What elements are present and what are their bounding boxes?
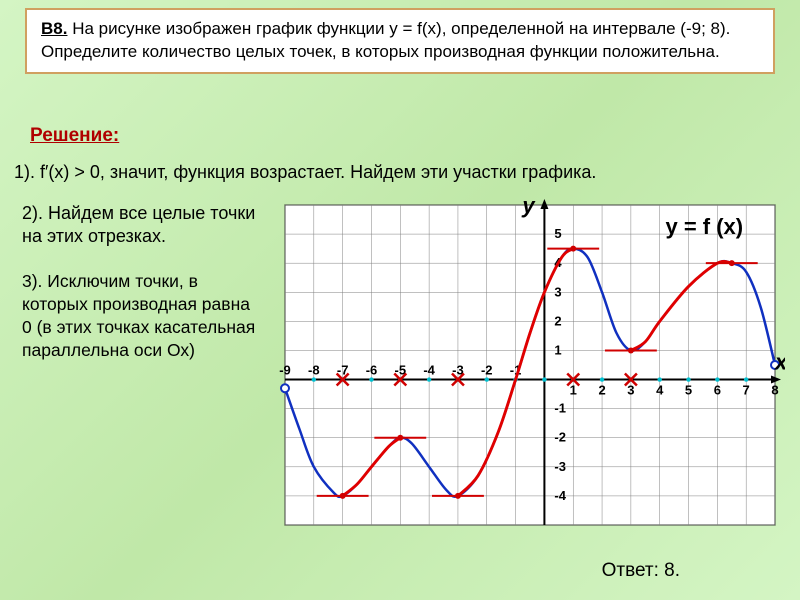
svg-text:1: 1	[570, 383, 577, 398]
solution-heading: Решение:	[30, 125, 119, 147]
svg-text:-9: -9	[279, 363, 291, 378]
svg-text:-2: -2	[481, 363, 493, 378]
solution-step-1: 1). f′(x) > 0, значит, функция возрастае…	[14, 162, 780, 183]
svg-text:3: 3	[627, 383, 634, 398]
svg-text:-8: -8	[308, 363, 320, 378]
svg-text:-3: -3	[554, 459, 566, 474]
svg-text:8: 8	[771, 383, 778, 398]
problem-statement: В8. На рисунке изображен график функции …	[25, 8, 775, 74]
problem-text: На рисунке изображен график функции y = …	[41, 19, 730, 61]
svg-text:-2: -2	[554, 430, 566, 445]
problem-number: В8.	[41, 19, 67, 38]
svg-text:2: 2	[598, 383, 605, 398]
svg-text:7: 7	[743, 383, 750, 398]
svg-text:y = f (x): y = f (x)	[665, 214, 743, 239]
chart-svg: -9-8-7-6-5-4-3-2-112345678-4-3-2-112345x…	[275, 195, 785, 535]
function-chart: -9-8-7-6-5-4-3-2-112345678-4-3-2-112345x…	[275, 195, 785, 535]
svg-text:-4: -4	[554, 488, 566, 503]
svg-text:5: 5	[685, 383, 692, 398]
svg-text:-4: -4	[423, 363, 435, 378]
svg-text:4: 4	[656, 383, 664, 398]
svg-text:1: 1	[554, 342, 561, 357]
svg-text:3: 3	[554, 284, 561, 299]
svg-text:y: y	[521, 195, 536, 218]
answer-text: Ответ: 8.	[602, 560, 680, 582]
svg-text:-6: -6	[366, 363, 378, 378]
svg-text:2: 2	[554, 313, 561, 328]
solution-step-3: 3). Исключим точки, в которых производна…	[22, 270, 262, 362]
svg-text:6: 6	[714, 383, 721, 398]
solution-step-2: 2). Найдем все целые точки на этих отрез…	[22, 202, 262, 249]
svg-text:5: 5	[554, 226, 561, 241]
svg-text:-1: -1	[554, 401, 566, 416]
svg-text:x: x	[774, 350, 785, 375]
